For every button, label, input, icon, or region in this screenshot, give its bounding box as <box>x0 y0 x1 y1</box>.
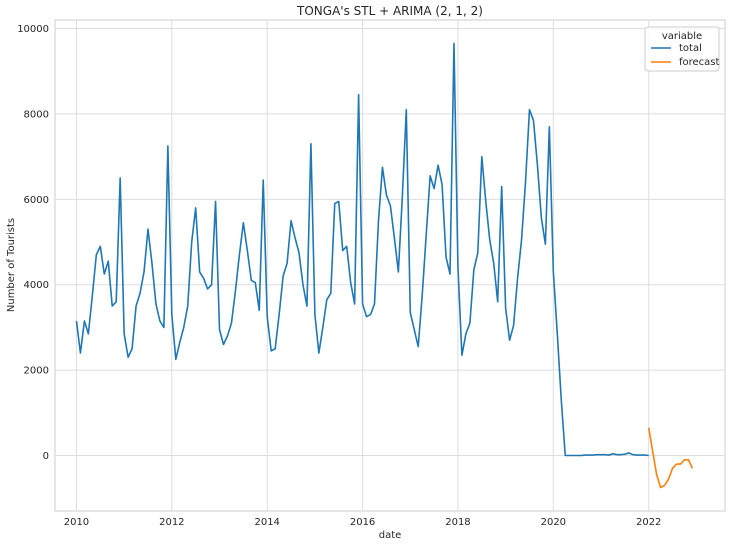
y-tick-label: 6000 <box>24 195 49 206</box>
x-tick-label: 2012 <box>159 517 184 528</box>
legend: variable total forecast <box>644 26 720 72</box>
legend-title: variable <box>662 31 702 42</box>
chart-title: TONGA's STL + ARIMA (2, 1, 2) <box>296 4 483 18</box>
y-tick-label: 0 <box>43 451 49 462</box>
y-tick-label: 4000 <box>24 280 49 291</box>
legend-box <box>644 26 720 72</box>
plot-area <box>54 19 726 512</box>
x-tick-labels: 2010 2012 2014 2016 2018 2020 2022 <box>64 517 662 528</box>
x-tick-label: 2014 <box>254 517 279 528</box>
x-tick-label: 2022 <box>636 517 661 528</box>
y-tick-labels: 0 2000 4000 6000 8000 10000 <box>17 24 49 462</box>
x-tick-label: 2010 <box>64 517 89 528</box>
x-tick-label: 2020 <box>541 517 566 528</box>
legend-label-total: total <box>679 43 702 54</box>
x-tick-label: 2018 <box>445 517 470 528</box>
series-line-total <box>75 42 649 457</box>
series-line-forecast <box>647 427 694 489</box>
y-axis-label: Number of Tourists <box>6 218 17 312</box>
y-tick-label: 2000 <box>24 366 49 377</box>
x-axis-label: date <box>379 530 402 541</box>
legend-label-forecast: forecast <box>679 57 720 68</box>
series-lines <box>75 42 694 489</box>
y-tick-label: 10000 <box>17 24 49 35</box>
y-tick-label: 8000 <box>24 109 49 120</box>
x-tick-label: 2016 <box>350 517 375 528</box>
